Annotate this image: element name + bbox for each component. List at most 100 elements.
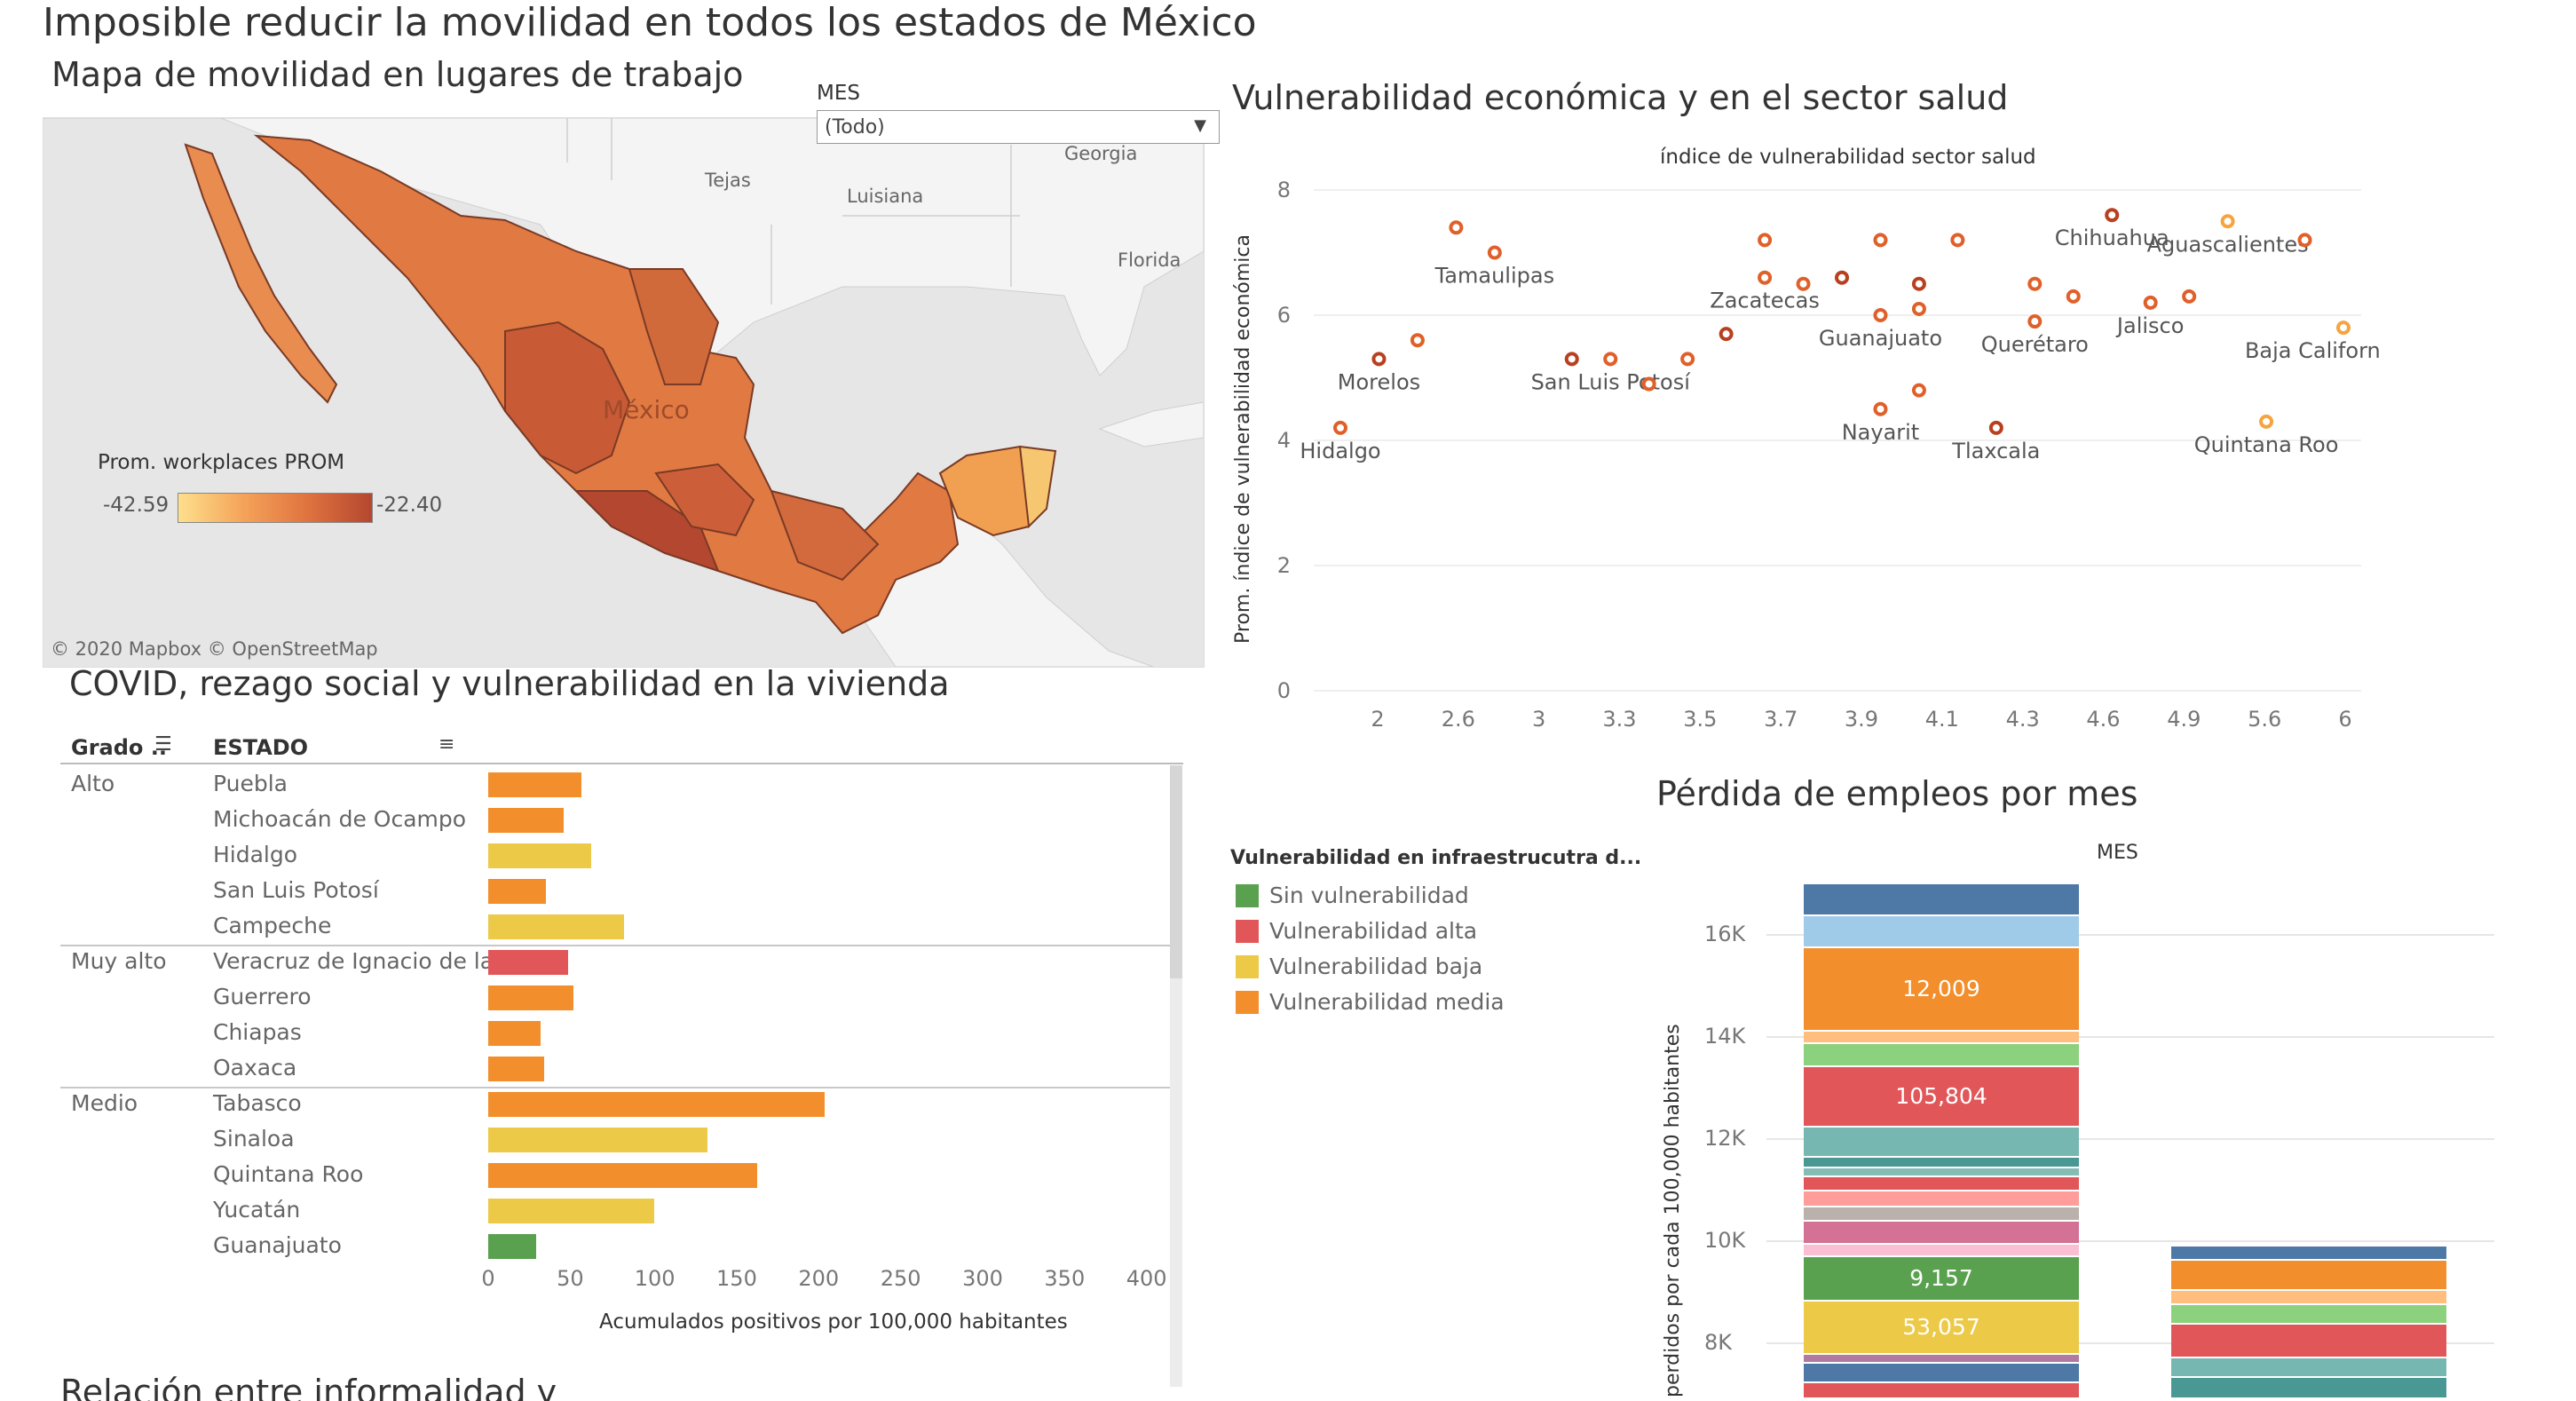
scatter-point[interactable]: [1950, 233, 1965, 248]
empleos-segment[interactable]: [2171, 1358, 2446, 1376]
col-header-estado[interactable]: ESTADO: [213, 735, 309, 760]
covid-bar[interactable]: [488, 843, 592, 868]
empleos-segment[interactable]: [1804, 1168, 2079, 1175]
empleos-segment[interactable]: [1804, 1158, 2079, 1167]
scatter-point[interactable]: [1449, 220, 1464, 235]
covid-bar[interactable]: [488, 879, 546, 904]
covid-bar[interactable]: [488, 1021, 541, 1046]
scatter-plot[interactable]: 0 2 4 6 8 2 2.6 3 3.3 3.5 3.7 3.9 4.1 4.3 4.6 4.9 5.6 6 Hi…: [1260, 169, 2379, 755]
scatter-point[interactable]: [2105, 208, 2120, 223]
covid-bar[interactable]: [488, 808, 564, 833]
scatter-point[interactable]: [1719, 327, 1734, 342]
scrollbar-thumb[interactable]: [1170, 765, 1182, 978]
scatter-point[interactable]: [1603, 352, 1618, 367]
empleos-segment[interactable]: [1804, 1257, 2079, 1300]
covid-bar[interactable]: [488, 985, 574, 1010]
empleos-segment[interactable]: [1804, 1067, 2079, 1126]
scatter-point-label: Tlaxcala: [1951, 439, 2040, 463]
legend-item-label[interactable]: Vulnerabilidad media: [1269, 989, 1505, 1015]
empleos-segment[interactable]: [1804, 1364, 2079, 1381]
empleos-segment[interactable]: [2171, 1261, 2446, 1289]
map-canvas[interactable]: [43, 118, 1204, 667]
covid-bar[interactable]: [488, 1234, 536, 1259]
scatter-point[interactable]: [1835, 270, 1849, 285]
covid-bar[interactable]: [488, 914, 625, 939]
covid-bar[interactable]: [488, 950, 569, 975]
empleos-segment[interactable]: [1804, 1044, 2079, 1065]
sort-desc-icon[interactable]: ≡: [439, 733, 455, 756]
covid-bar[interactable]: [488, 1092, 825, 1117]
map-label-luisiana: Luisiana: [847, 186, 924, 207]
table-scrollbar[interactable]: [1170, 765, 1182, 1387]
empleos-segment[interactable]: [1804, 948, 2079, 1030]
covid-bar[interactable]: [488, 1057, 544, 1081]
empleos-segment[interactable]: [1804, 1302, 2079, 1353]
legend-swatch[interactable]: [1236, 920, 1259, 943]
covid-bar[interactable]: [488, 1128, 708, 1152]
scatter-point[interactable]: [2143, 295, 2158, 310]
empleos-segment[interactable]: [2171, 1325, 2446, 1357]
scatter-point[interactable]: [1680, 352, 1695, 367]
legend-item-label[interactable]: Sin vulnerabilidad: [1269, 883, 1469, 908]
scatter-x-tick: 4.9: [2167, 707, 2201, 732]
empleos-segment[interactable]: [1804, 1355, 2079, 1362]
covid-bar[interactable]: [488, 1163, 757, 1188]
scatter-point[interactable]: [1873, 401, 1888, 416]
scatter-point[interactable]: [2182, 289, 2197, 304]
mes-filter-dropdown[interactable]: (Todo) ▼: [817, 110, 1220, 144]
covid-x-tick: 150: [716, 1266, 757, 1291]
empleos-segment[interactable]: [1804, 1383, 2079, 1397]
scatter-point[interactable]: [1641, 376, 1656, 392]
empleos-segment[interactable]: [1804, 916, 2079, 946]
scatter-point[interactable]: [1410, 333, 1425, 348]
empleos-segment[interactable]: [2171, 1378, 2446, 1397]
scatter-point[interactable]: [1371, 352, 1387, 367]
scatter-point[interactable]: [1988, 420, 2003, 435]
scatter-point[interactable]: [2066, 289, 2081, 304]
legend-swatch[interactable]: [1236, 991, 1259, 1014]
empleos-segment[interactable]: [1804, 1207, 2079, 1220]
empleos-segment[interactable]: [1804, 1245, 2079, 1255]
empleos-segment[interactable]: [2171, 1247, 2446, 1259]
scatter-point[interactable]: [1564, 352, 1579, 367]
scatter-point[interactable]: [1487, 245, 1502, 260]
scatter-point[interactable]: [1911, 276, 1926, 291]
scatter-point[interactable]: [2259, 414, 2274, 429]
empleos-segment[interactable]: [1804, 1032, 2079, 1042]
group-divider: [60, 1087, 1170, 1088]
scatter-point[interactable]: [2220, 214, 2235, 229]
scatter-point[interactable]: [1911, 383, 1926, 398]
estado-label: Tabasco: [213, 1090, 302, 1116]
scatter-point[interactable]: [1796, 276, 1811, 291]
empleos-segment[interactable]: [1804, 1177, 2079, 1190]
mobility-map[interactable]: Tejas Luisiana Georgia Florida México © …: [43, 117, 1205, 668]
map-attribution[interactable]: © 2020 Mapbox © OpenStreetMap: [51, 638, 378, 660]
col-header-grado[interactable]: Grado ..: [71, 735, 167, 760]
empleos-segment[interactable]: [1804, 1191, 2079, 1206]
scatter-point[interactable]: [2027, 276, 2043, 291]
empleos-segment[interactable]: [1804, 884, 2079, 914]
scatter-point[interactable]: [2027, 314, 2043, 329]
empleos-segment[interactable]: [2171, 1291, 2446, 1303]
legend-swatch[interactable]: [1236, 955, 1259, 978]
scatter-point[interactable]: [2336, 321, 2351, 336]
empleos-segment[interactable]: [2171, 1305, 2446, 1323]
scatter-point[interactable]: [1333, 420, 1347, 435]
legend-item-label[interactable]: Vulnerabilidad alta: [1269, 918, 1478, 944]
scatter-point[interactable]: [2297, 233, 2312, 248]
covid-bar[interactable]: [488, 1199, 654, 1223]
scatter-point[interactable]: [1758, 233, 1773, 248]
legend-swatch[interactable]: [1236, 884, 1259, 907]
scatter-point[interactable]: [1873, 233, 1888, 248]
empleos-y-tick: 8K: [1704, 1330, 1733, 1355]
covid-bar[interactable]: [488, 772, 582, 797]
empleos-segment[interactable]: [1804, 1128, 2079, 1156]
scatter-point[interactable]: [1911, 301, 1926, 316]
legend-item-label[interactable]: Vulnerabilidad baja: [1269, 954, 1483, 979]
empleos-segment[interactable]: [1804, 1222, 2079, 1243]
estado-label: Quintana Roo: [213, 1161, 364, 1187]
scatter-point[interactable]: [1873, 308, 1888, 322]
sort-icon[interactable]: ☰: [154, 733, 172, 756]
scatter-point[interactable]: [1758, 270, 1773, 285]
group-label: Alto: [71, 771, 115, 796]
